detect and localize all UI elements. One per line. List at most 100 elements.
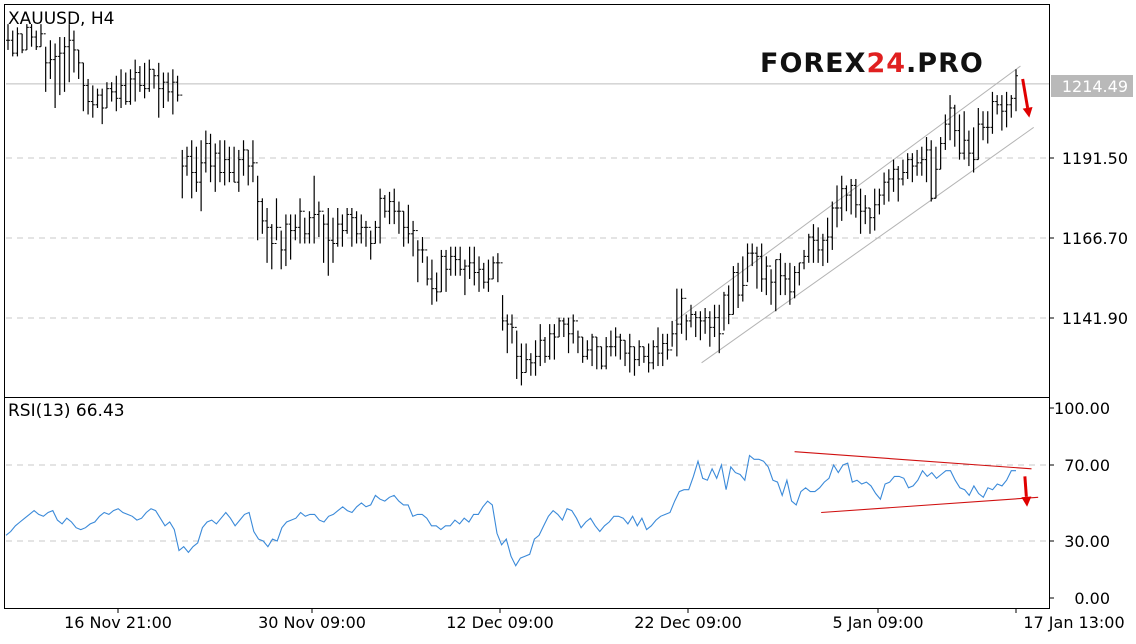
- ohlc-bar: [599, 346, 604, 370]
- ohlc-bar: [20, 33, 25, 54]
- ohlc-bar: [477, 256, 482, 292]
- ohlc-bar: [905, 153, 910, 179]
- logo-24: 24: [866, 48, 906, 79]
- ohlc-bar: [745, 243, 750, 286]
- ohlc-bar: [830, 201, 835, 250]
- ohlc-bar: [1009, 95, 1014, 118]
- rsi-lower-trendline: [821, 496, 1039, 514]
- ohlc-bar: [590, 333, 595, 367]
- ohlc-bar: [283, 214, 288, 267]
- ohlc-bar: [674, 288, 679, 357]
- ohlc-bar: [462, 259, 467, 296]
- ohlc-bar: [585, 340, 590, 360]
- ohlc-bar: [990, 91, 995, 134]
- last-price-label: 1214.49: [1062, 77, 1128, 96]
- ohlc-bar: [896, 166, 901, 202]
- rsi-chart-title: RSI(13) 66.43: [8, 401, 125, 421]
- ohlc-bar: [787, 262, 792, 305]
- rsi-tick-label: 0.00: [1074, 589, 1110, 608]
- ohlc-bar: [764, 256, 769, 296]
- ohlc-bar: [180, 94, 185, 199]
- ohlc-bar: [533, 340, 538, 376]
- ohlc-bar: [721, 291, 726, 335]
- ohlc-bar: [86, 78, 91, 115]
- ohlc-bar: [38, 24, 43, 48]
- ohlc-bar: [957, 114, 962, 160]
- price-tick-label: 1141.90: [1062, 309, 1128, 328]
- ohlc-bar: [985, 111, 990, 144]
- ohlc-bar: [81, 62, 86, 112]
- ohlc-bar: [948, 95, 953, 141]
- ohlc-bar: [811, 224, 816, 263]
- ohlc-bar: [48, 40, 53, 79]
- x-tick-label: 5 Jan 09:00: [832, 613, 923, 632]
- ohlc-bar: [910, 153, 915, 183]
- price-channel: [674, 65, 1035, 364]
- ohlc-bar: [227, 146, 232, 183]
- ohlc-bar: [321, 210, 326, 263]
- ohlc-bar: [839, 175, 844, 221]
- ohlc-bar: [646, 343, 651, 373]
- ohlc-bar: [76, 49, 81, 79]
- ohlc-bar: [246, 149, 251, 186]
- svg-text:FOREX24.PRO: FOREX24.PRO: [760, 48, 984, 79]
- ohlc-bar: [62, 37, 67, 92]
- ohlc-bar: [312, 175, 317, 244]
- rsi-grid: [6, 464, 1049, 542]
- ohlc-bar: [632, 346, 637, 376]
- ohlc-bar: [316, 201, 321, 238]
- last-price-badge: 1214.49: [1051, 75, 1133, 97]
- ohlc-bar: [792, 266, 797, 299]
- ohlc-bar: [298, 198, 303, 244]
- rsi-panel-frame: [4, 397, 1050, 609]
- ohlc-bar: [778, 253, 783, 296]
- rsi-arrow: [1021, 476, 1032, 507]
- ohlc-bar: [156, 62, 161, 118]
- ohlc-bar: [57, 37, 62, 96]
- ohlc-bar: [863, 195, 868, 225]
- ohlc-bar: [6, 24, 10, 50]
- ohlc-bar: [420, 237, 425, 263]
- ohlc-bar: [938, 137, 943, 170]
- x-tick-label: 22 Dec 09:00: [634, 613, 742, 632]
- ohlc-bar: [557, 317, 562, 338]
- rsi-tick-label: 100.00: [1054, 399, 1110, 418]
- ohlc-bar: [542, 337, 547, 363]
- ohlc-bar: [486, 259, 491, 292]
- ohlc-bar: [10, 30, 15, 57]
- ohlc-bar: [434, 272, 439, 302]
- ohlc-bar: [736, 262, 741, 308]
- price-tick-label: 1166.70: [1062, 229, 1128, 248]
- ohlc-bar: [608, 330, 613, 357]
- ohlc-bar: [797, 262, 802, 286]
- ohlc-bar: [919, 146, 924, 176]
- rsi-series-line: [5, 454, 1016, 567]
- ohlc-bar: [24, 24, 29, 51]
- ohlc-bar: [891, 159, 896, 192]
- ohlc-bar: [872, 188, 877, 231]
- ohlc-bar: [802, 249, 807, 270]
- ohlc-bar: [1004, 91, 1009, 128]
- ohlc-bar: [981, 111, 986, 141]
- ohlc-bar: [505, 314, 510, 354]
- ohlc-bar: [641, 346, 646, 363]
- ohlc-bar: [137, 66, 142, 92]
- price-tick-label: 1191.50: [1062, 149, 1128, 168]
- ohlc-bar: [326, 208, 331, 276]
- ohlc-bar: [580, 336, 585, 363]
- ohlc-bar: [425, 249, 430, 286]
- price-arrow: [1021, 78, 1033, 118]
- ohlc-bar: [929, 140, 934, 202]
- ohlc-bar: [392, 188, 397, 225]
- ohlc-bar: [401, 210, 406, 247]
- ohlc-bar: [232, 146, 237, 183]
- ohlc-bar: [274, 198, 279, 244]
- ohlc-bar: [816, 227, 821, 263]
- ohlc-bar: [976, 108, 981, 161]
- ohlc-bar: [203, 130, 208, 173]
- ohlc-bar: [53, 43, 58, 108]
- arrow-shaft: [1023, 476, 1028, 497]
- ohlc-bar: [241, 140, 246, 176]
- ohlc-bar: [71, 30, 76, 73]
- ohlc-bar: [712, 304, 717, 338]
